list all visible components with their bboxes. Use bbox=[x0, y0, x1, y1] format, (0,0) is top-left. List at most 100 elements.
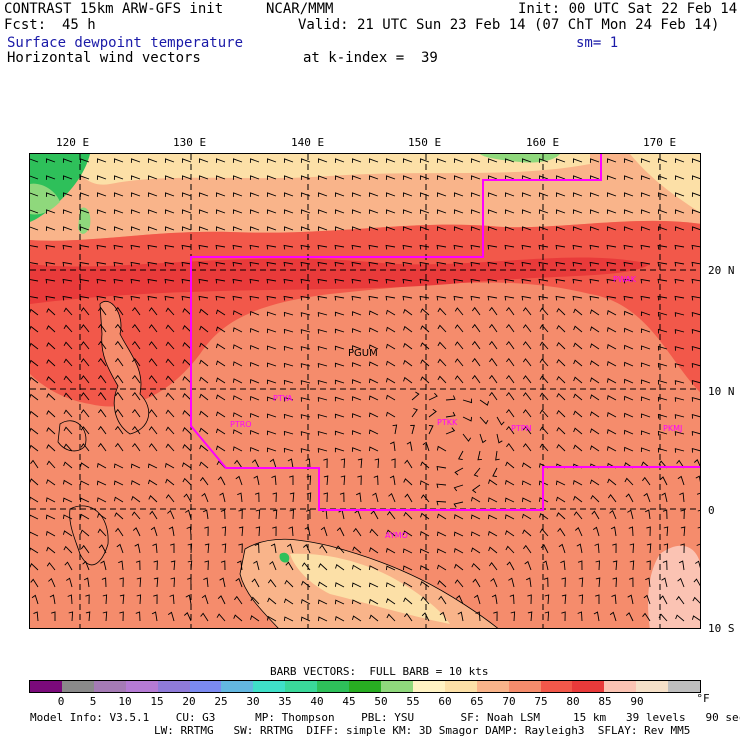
wind-barb bbox=[284, 579, 294, 588]
wind-barb bbox=[623, 446, 634, 452]
wind-barb bbox=[419, 480, 430, 486]
wind-barb bbox=[470, 209, 481, 214]
wind-barb bbox=[334, 328, 345, 334]
wind-barb bbox=[589, 445, 600, 452]
wind-barb bbox=[336, 527, 345, 537]
wind-barb bbox=[30, 478, 39, 486]
wind-barb bbox=[539, 324, 549, 333]
wind-barb bbox=[555, 192, 566, 197]
wind-barb bbox=[62, 226, 73, 231]
wind-barb bbox=[149, 510, 158, 520]
wind-barb bbox=[357, 458, 363, 469]
wind-barb bbox=[691, 346, 700, 351]
wind-barb bbox=[283, 447, 294, 453]
wind-barb bbox=[420, 308, 430, 316]
wind-barb bbox=[45, 530, 56, 537]
wind-barb bbox=[215, 377, 226, 384]
lon-tick: 170 E bbox=[643, 136, 677, 149]
wind-barb bbox=[420, 580, 430, 588]
wind-barb bbox=[198, 278, 209, 284]
wind-barb bbox=[249, 261, 260, 267]
wind-barb bbox=[674, 278, 685, 284]
lat-tick: 10 N bbox=[708, 385, 735, 398]
wind-barb bbox=[62, 479, 73, 486]
wind-barb bbox=[33, 611, 39, 622]
wind-barb bbox=[119, 611, 124, 622]
wind-barb bbox=[504, 175, 515, 180]
wind-barb bbox=[556, 426, 566, 435]
station-label: PTKK bbox=[437, 418, 458, 427]
wind-barb bbox=[30, 547, 39, 554]
wind-barb bbox=[119, 594, 125, 605]
wind-barb bbox=[662, 560, 668, 571]
wind-barb bbox=[169, 594, 175, 605]
wind-barb bbox=[181, 192, 192, 197]
wind-barb bbox=[30, 245, 39, 250]
wind-barb bbox=[453, 209, 464, 214]
wind-barb bbox=[249, 446, 260, 452]
wind-barb bbox=[115, 442, 124, 452]
wind-barb bbox=[164, 226, 175, 231]
wind-barb bbox=[283, 598, 294, 605]
wind-barb bbox=[657, 328, 668, 334]
wind-barb bbox=[31, 594, 39, 605]
wind-barb bbox=[419, 261, 430, 267]
wind-barb bbox=[561, 577, 566, 588]
wind-barb bbox=[199, 410, 209, 418]
wind-barb bbox=[436, 209, 447, 214]
wind-barb bbox=[453, 531, 464, 537]
wind-barb bbox=[385, 158, 396, 163]
wind-barb bbox=[334, 158, 345, 163]
color-bar-level: 40 bbox=[310, 695, 324, 708]
wind-barb bbox=[181, 175, 192, 180]
wind-barb bbox=[522, 392, 532, 401]
wind-barb bbox=[317, 278, 328, 284]
wind-barb bbox=[606, 244, 617, 250]
wind-barb bbox=[283, 226, 294, 231]
wind-barb bbox=[46, 393, 56, 401]
wind-barb bbox=[402, 295, 413, 301]
color-bar-level: 5 bbox=[89, 695, 97, 708]
wind-barb bbox=[115, 391, 124, 401]
wind-barb bbox=[368, 378, 379, 384]
wind-barb bbox=[148, 426, 158, 435]
wind-barb bbox=[521, 462, 532, 469]
wind-barb bbox=[453, 244, 464, 250]
wind-barb bbox=[487, 175, 498, 180]
wind-barb bbox=[62, 497, 73, 503]
wind-barb bbox=[46, 410, 56, 418]
wind-barb bbox=[589, 343, 600, 350]
wind-barb bbox=[300, 175, 311, 180]
wind-barb bbox=[526, 577, 532, 588]
wind-barb bbox=[591, 510, 600, 520]
color-bar-level: 80 bbox=[566, 695, 580, 708]
wind-barb bbox=[445, 427, 456, 435]
wind-barb bbox=[187, 560, 193, 571]
wind-barb bbox=[471, 484, 481, 494]
wind-barb bbox=[46, 444, 56, 452]
wind-barb bbox=[201, 492, 209, 503]
wind-barb bbox=[147, 261, 158, 267]
wind-barb bbox=[555, 226, 566, 231]
wind-barb bbox=[470, 192, 481, 197]
wind-barb bbox=[30, 175, 39, 180]
smoothing-label: sm= 1 bbox=[576, 35, 619, 51]
wind-barb bbox=[351, 345, 362, 350]
wind-barb bbox=[589, 428, 600, 435]
wind-barb bbox=[402, 209, 413, 214]
wind-barb bbox=[504, 158, 515, 163]
color-bar-level: 10 bbox=[118, 695, 132, 708]
wind-barb bbox=[182, 444, 192, 452]
wind-barb bbox=[164, 209, 175, 214]
wind-barb bbox=[232, 192, 243, 197]
wind-barb bbox=[255, 509, 261, 520]
wind-barb bbox=[385, 192, 396, 197]
wind-barb bbox=[51, 611, 56, 621]
wind-barb bbox=[232, 278, 243, 284]
wind-barb bbox=[436, 465, 447, 471]
wind-barb bbox=[539, 392, 549, 401]
wind-barb bbox=[479, 416, 489, 425]
wind-barb bbox=[46, 342, 56, 350]
wind-barb bbox=[640, 379, 651, 385]
wind-barb bbox=[98, 442, 107, 452]
